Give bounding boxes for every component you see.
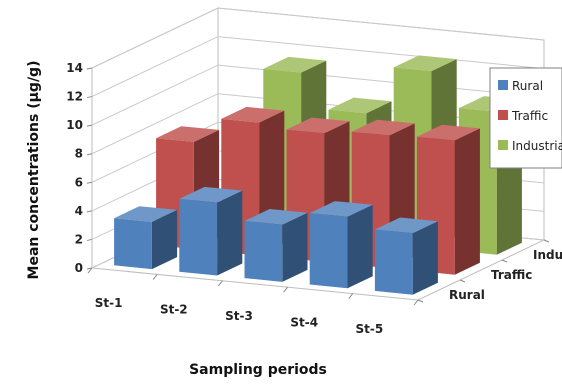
legend-label-industrial: Industrial [512, 139, 562, 153]
depth-tick-mark [459, 279, 466, 283]
bar-rural-st-3 [244, 209, 308, 282]
bar-top [351, 119, 415, 136]
y-tick-mark [86, 210, 93, 213]
bar-side [347, 204, 373, 289]
bar-rural-st-5 [374, 217, 438, 295]
y-tick-mark [86, 267, 93, 270]
bar-top [179, 186, 243, 203]
x-tick-mark [348, 293, 354, 299]
y-tick-label: 0 [75, 261, 83, 275]
depth-tick-mark [417, 299, 424, 303]
bar-top [263, 56, 327, 73]
bars-layer [114, 55, 522, 295]
bar-side [151, 209, 178, 270]
bar-top [286, 117, 350, 134]
legend-swatch-traffic [498, 110, 508, 120]
x-tick-mark [87, 267, 93, 274]
y-tick-mark [86, 153, 93, 156]
bar-top [244, 209, 308, 225]
x-tick-label: St-1 [95, 296, 123, 310]
y-tick-label: 10 [66, 118, 83, 132]
legend-swatch-rural [498, 80, 508, 90]
x-tick-mark [218, 280, 223, 287]
y-tick-mark [86, 67, 93, 70]
bar-top [156, 126, 220, 142]
bar-top [374, 217, 438, 234]
bar-top [309, 201, 373, 217]
bar-rural-st-4 [309, 201, 373, 289]
x-tick-mark [283, 286, 288, 293]
bar-side [282, 212, 308, 282]
y-tick-label: 8 [75, 147, 83, 161]
x-tick-label: St-3 [225, 309, 253, 323]
depth-tick-label: Traffic [491, 268, 532, 282]
y-tick-mark [86, 181, 93, 184]
x-tick-mark [413, 299, 419, 306]
bar-top [221, 106, 285, 123]
bar-front [244, 221, 283, 282]
y-tick-label: 14 [66, 61, 83, 75]
bar-front [179, 198, 218, 276]
x-tick-label: St-5 [356, 322, 384, 336]
bar-front [114, 218, 152, 270]
depth-tick-label: Rural [449, 288, 485, 302]
bar-side [217, 190, 243, 276]
x-axis-title: Sampling periods [189, 362, 327, 378]
depth-tick-mark [501, 259, 508, 263]
y-tick-mark [86, 124, 93, 127]
bar-side [454, 128, 480, 275]
bar-top [416, 124, 480, 141]
y-tick-label: 6 [75, 175, 83, 189]
depth-tick-label: Industrial [533, 248, 562, 262]
bar-front [309, 213, 348, 289]
y-tick-label: 12 [66, 90, 83, 104]
bar-front [374, 229, 413, 295]
depth-tick-mark [543, 239, 550, 243]
y-tick-mark [86, 96, 93, 99]
bar-top [114, 206, 178, 222]
legend-label-traffic: Traffic [511, 109, 548, 123]
bar-rural-st-1 [114, 206, 178, 270]
x-tick-label: St-4 [290, 315, 318, 329]
bar-side [412, 221, 438, 295]
x-tick-label: St-2 [160, 303, 188, 317]
y-tick-mark [86, 238, 93, 241]
bar-rural-st-2 [179, 186, 243, 276]
legend-label-rural: Rural [512, 79, 543, 93]
bar-top [328, 97, 392, 114]
y-tick-label: 2 [75, 232, 83, 246]
y-axis-title: Mean concentrations (µg/g) [26, 61, 42, 280]
y-tick-label: 4 [75, 204, 83, 218]
bar-top [393, 55, 457, 72]
legend-swatch-industrial [498, 140, 508, 150]
labels-layer: 0 2 4 6 8 10 12 14 St-1 St-2 St-3 St-4 St-5 Rural Traf… [26, 61, 562, 378]
gridline [91, 7, 545, 69]
legend: Rural Traffic Industrial [489, 67, 562, 169]
x-tick-mark [152, 274, 158, 280]
